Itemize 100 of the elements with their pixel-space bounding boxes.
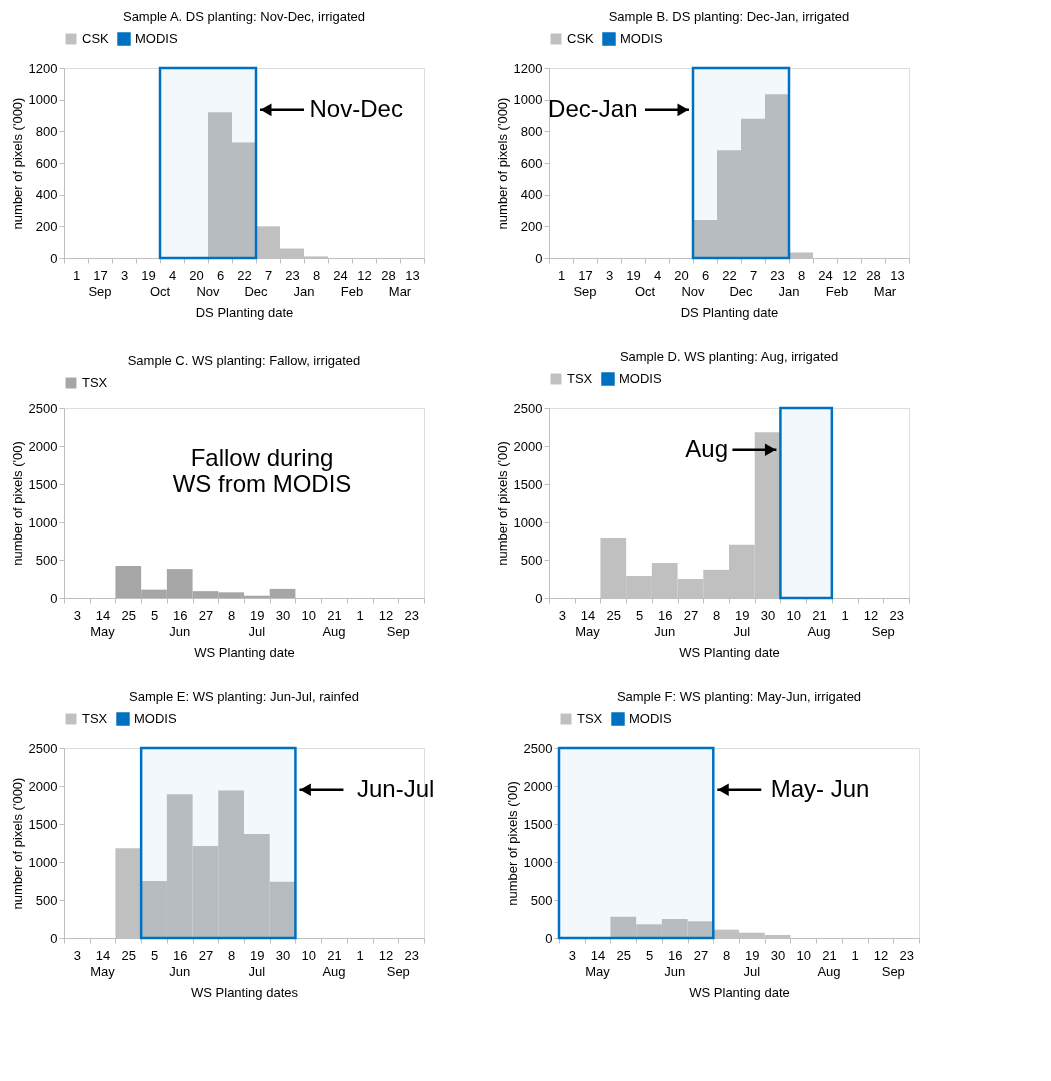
- y-tick-label: 1000: [28, 92, 58, 108]
- text: May: [90, 624, 116, 639]
- x-tick-label: 25: [606, 607, 622, 623]
- text: Mar: [873, 284, 897, 299]
- x-tick-label: 25: [121, 607, 137, 623]
- x-tick-label: 23: [889, 607, 904, 623]
- x-tick-label: 10: [301, 607, 317, 623]
- x-tick-label: 13: [405, 267, 420, 283]
- x-tick-label: 3: [73, 947, 81, 963]
- text: Sep: [386, 964, 410, 979]
- legend-label: TSX: [82, 375, 108, 390]
- legend-label: CSK: [567, 31, 595, 46]
- text: Jun: [169, 964, 191, 979]
- x-tick-label: 1: [356, 607, 364, 623]
- x-tick-label: 20: [674, 267, 689, 283]
- x-tick-label: 16: [667, 947, 683, 963]
- y-tick-label: 1000: [28, 514, 58, 530]
- y-tick-label: 2000: [513, 438, 543, 454]
- x-tick-label: 10: [301, 947, 317, 963]
- x-tick-label: 6: [701, 267, 710, 283]
- chart-title: Sample D. WS planting: Aug, irrigated: [619, 349, 839, 364]
- legend-label: MODIS: [134, 711, 177, 726]
- chart-title: Sample A. DS planting: Nov-Dec, irrigated: [122, 9, 366, 24]
- annotation: Aug: [685, 434, 728, 462]
- x-tick-label: 16: [172, 607, 188, 623]
- legend-label: TSX: [82, 711, 108, 726]
- text: Feb: [340, 284, 364, 299]
- x-tick-label: 27: [693, 947, 709, 963]
- chart-title: Sample C. WS planting: Fallow, irrigated: [127, 353, 361, 368]
- x-tick-label: 10: [786, 607, 802, 623]
- chart-title: Sample E: WS planting: Jun-Jul, rainfed: [129, 689, 359, 704]
- annotation: Jun-Jul: [356, 774, 435, 802]
- x-tick-label: 14: [95, 607, 111, 623]
- text: Sep: [88, 284, 112, 299]
- x-tick-label: 3: [558, 607, 566, 623]
- text: Oct: [149, 284, 171, 299]
- x-tick-label: 19: [626, 267, 641, 283]
- text: Sep: [386, 624, 410, 639]
- y-tick-label: 0: [535, 250, 543, 266]
- x-tick-label: 19: [250, 607, 265, 623]
- x-tick-label: 21: [822, 947, 837, 963]
- y-tick-label: 800: [35, 123, 58, 139]
- y-tick-label: 0: [50, 250, 58, 266]
- text: Jul: [248, 964, 266, 979]
- x-tick-label: 17: [93, 267, 108, 283]
- x-tick-label: 14: [590, 947, 606, 963]
- x-tick-label: 23: [404, 607, 419, 623]
- text: Dec: [729, 284, 754, 299]
- y-tick-label: 800: [520, 123, 543, 139]
- x-tick-label: 12: [842, 267, 857, 283]
- x-tick-label: 7: [264, 267, 273, 283]
- text: May: [90, 964, 116, 979]
- x-tick-label: 21: [812, 607, 827, 623]
- x-tick-label: 23: [899, 947, 914, 963]
- text: Nov: [681, 284, 706, 299]
- x-tick-label: 27: [198, 947, 214, 963]
- y-tick-label: 1200: [28, 60, 58, 76]
- x-tick-label: 1: [356, 947, 364, 963]
- text: Jul: [743, 964, 761, 979]
- annotation: Nov-Dec: [309, 94, 403, 122]
- x-tick-label: 21: [327, 947, 342, 963]
- x-tick-label: 19: [141, 267, 156, 283]
- y-axis-title: number of pixels ('00): [9, 441, 25, 566]
- y-tick-label: 2000: [28, 438, 58, 454]
- x-axis-title: WS Planting date: [689, 984, 790, 1000]
- y-tick-label: 2000: [28, 778, 58, 794]
- text: Oct: [634, 284, 656, 299]
- y-tick-label: 2500: [523, 740, 553, 756]
- x-tick-label: 23: [404, 947, 419, 963]
- x-tick-label: 3: [120, 267, 129, 283]
- x-tick-label: 13: [890, 267, 905, 283]
- x-tick-label: 8: [797, 267, 806, 283]
- x-tick-label: 19: [250, 947, 265, 963]
- text: Jul: [248, 624, 266, 639]
- legend-label: TSX: [567, 371, 593, 386]
- x-tick-label: 24: [818, 267, 833, 283]
- y-tick-label: 0: [545, 930, 553, 946]
- text: May: [585, 964, 611, 979]
- text: Sep: [573, 284, 597, 299]
- legend-label: MODIS: [629, 711, 672, 726]
- x-tick-label: 30: [275, 947, 291, 963]
- y-tick-label: 500: [530, 892, 553, 908]
- y-axis-title: number of pixels ('000): [9, 777, 25, 910]
- legend-label: MODIS: [135, 31, 178, 46]
- text: Dec: [244, 284, 269, 299]
- x-axis-title: DS Planting date: [680, 304, 779, 320]
- text: Sep: [881, 964, 905, 979]
- x-tick-label: 4: [168, 267, 177, 283]
- x-tick-label: 12: [873, 947, 889, 963]
- y-tick-label: 2500: [28, 400, 58, 416]
- text: Jan: [778, 284, 800, 299]
- legend-label: CSK: [82, 31, 110, 46]
- x-tick-label: 30: [760, 607, 776, 623]
- x-tick-label: 28: [381, 267, 396, 283]
- annotation: May- Jun: [770, 774, 870, 802]
- y-tick-label: 0: [535, 590, 543, 606]
- x-tick-label: 27: [683, 607, 699, 623]
- text: Aug: [817, 964, 841, 979]
- y-axis-title: number of pixels ('00): [504, 781, 520, 906]
- y-tick-label: 1000: [513, 514, 543, 530]
